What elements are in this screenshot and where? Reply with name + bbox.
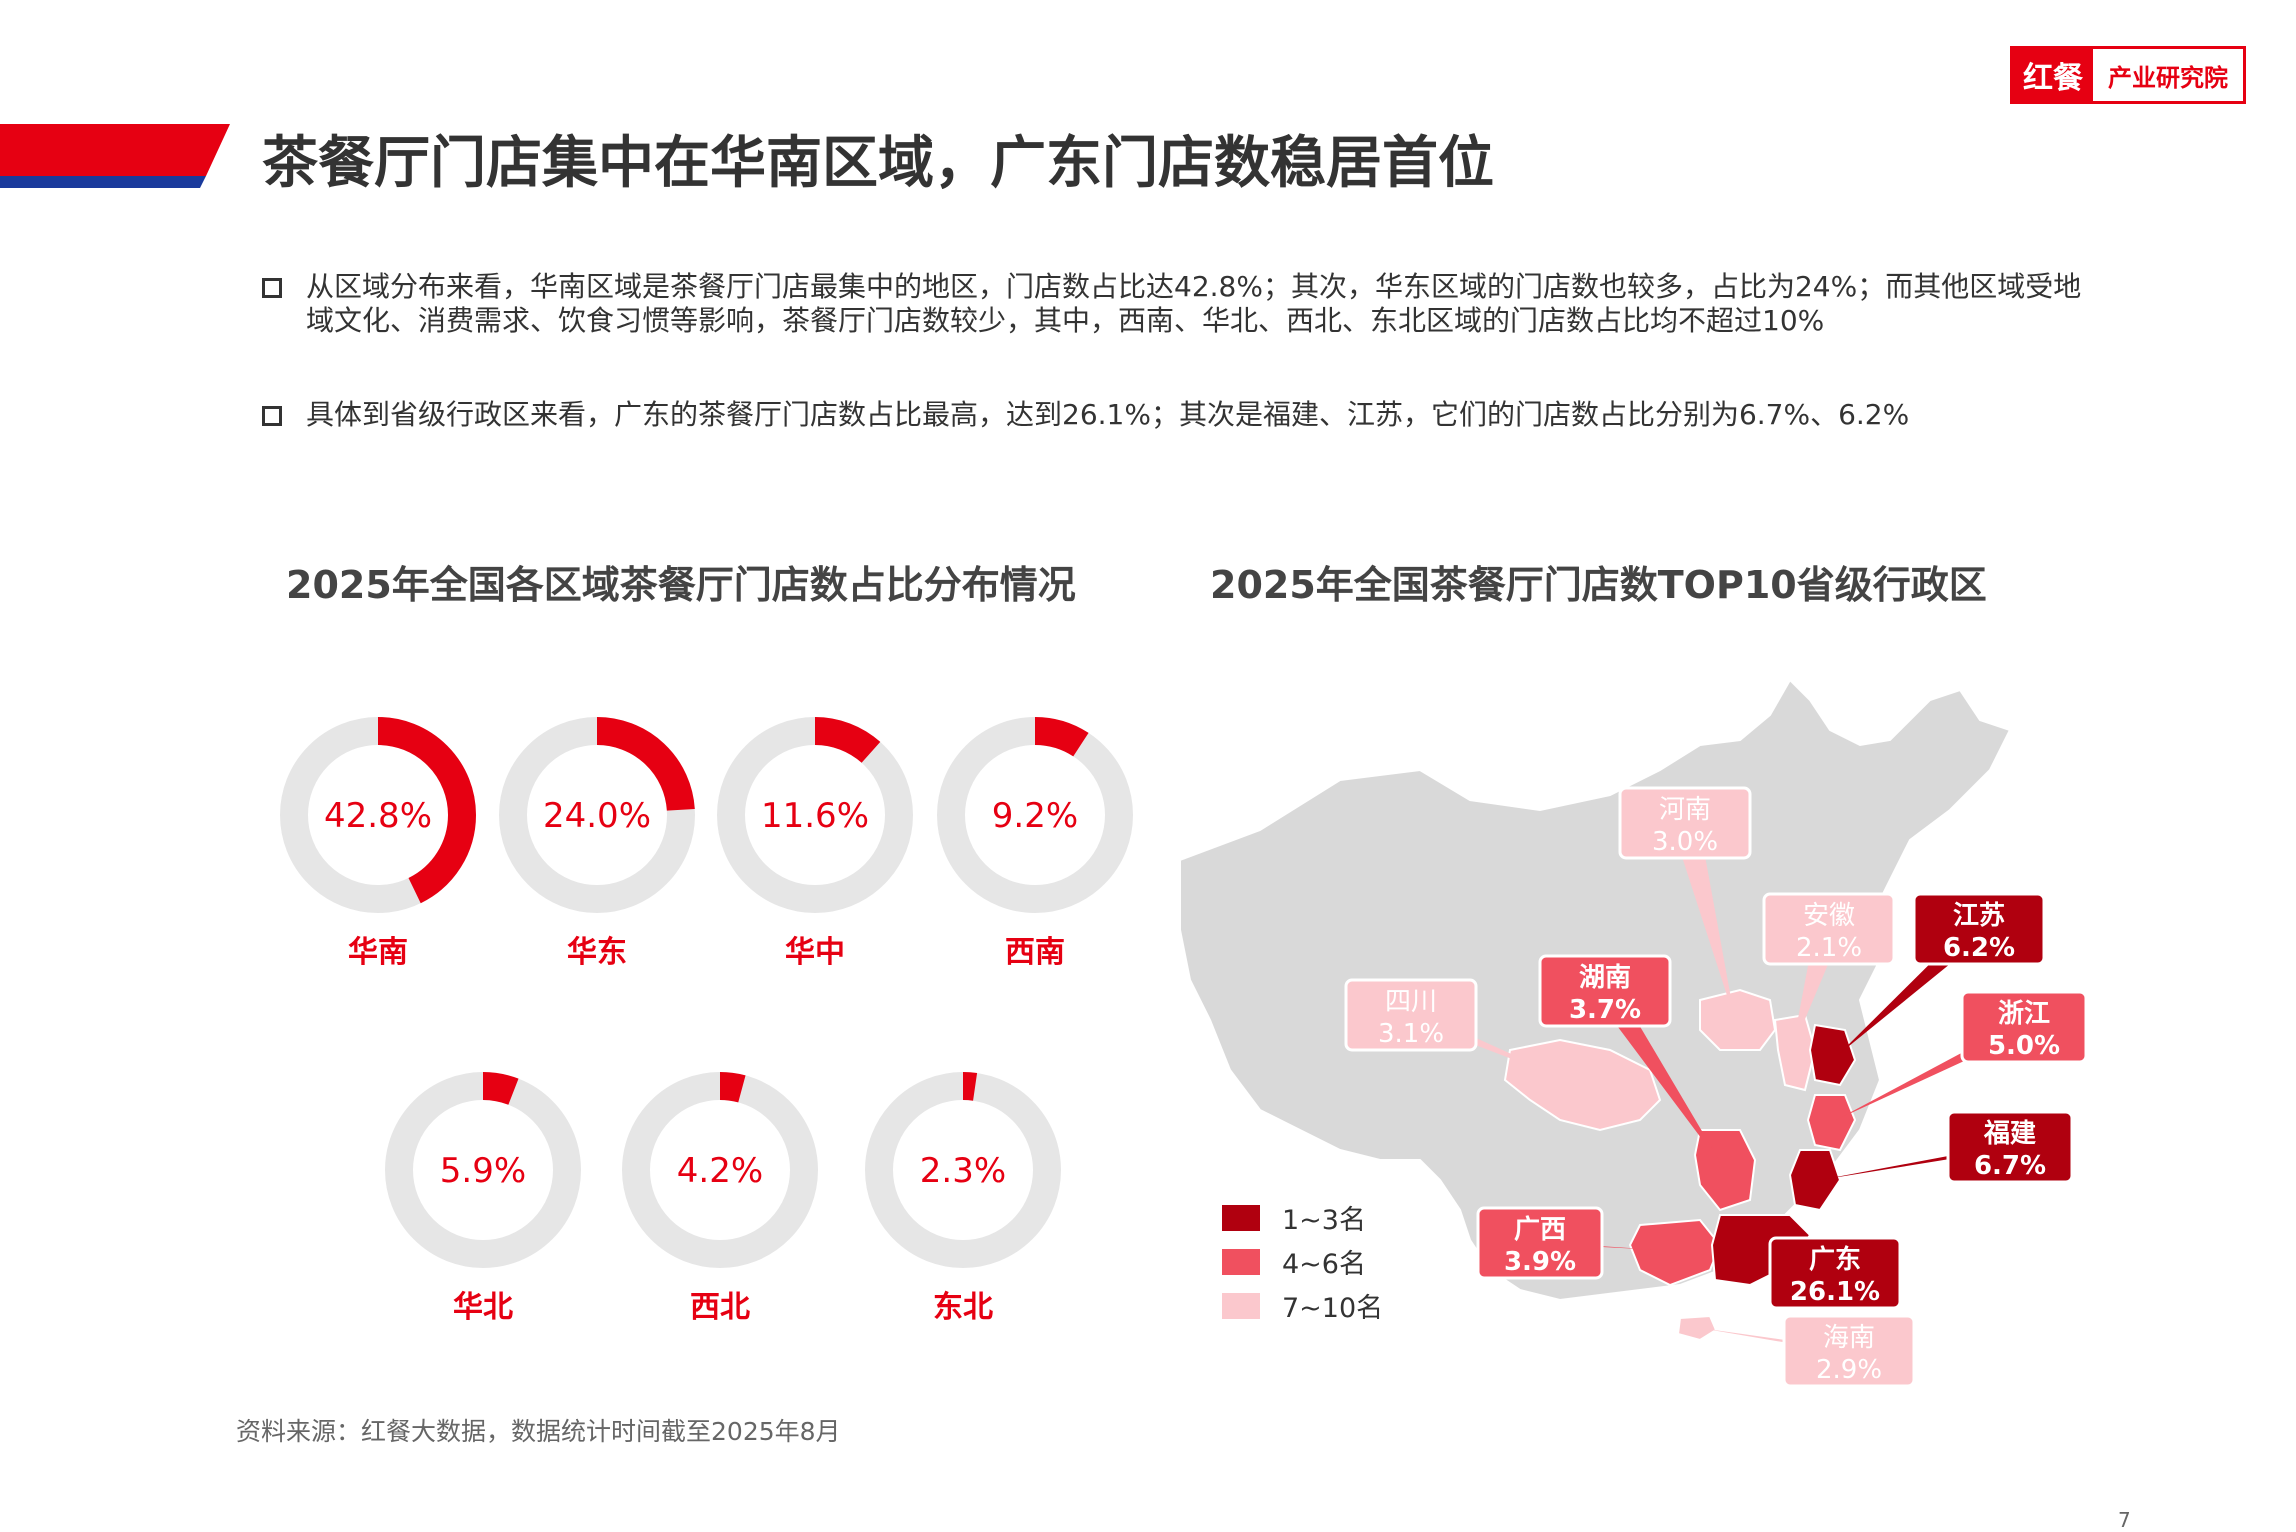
callout-box	[1946, 1110, 2074, 1184]
province-fujian	[1788, 1149, 1842, 1212]
legend-swatch	[1222, 1204, 1260, 1231]
ring-category-label: 华北	[453, 1290, 513, 1325]
province-map-title: 2025年全国茶餐厅门店数TOP10省级行政区	[1210, 563, 1987, 607]
legend-item: 7~10名	[1222, 1286, 1383, 1325]
callout-box	[1960, 990, 2088, 1064]
province-name: 海南	[1823, 1323, 1875, 1353]
province-value: 2.9%	[1816, 1355, 1882, 1385]
legend-label: 1~3名	[1282, 1205, 1366, 1236]
callout-8: 海南2.9%	[1700, 1314, 1916, 1388]
ring-value-arc-2	[717, 717, 913, 913]
province-name: 江苏	[1953, 901, 2005, 931]
legend-label: 4~6名	[1282, 1249, 1366, 1280]
province-name: 福建	[1983, 1119, 2036, 1149]
province-henan	[1699, 988, 1777, 1051]
legend-item: 4~6名	[1222, 1242, 1366, 1281]
ring-value-label: 11.6%	[761, 796, 869, 836]
bullet-square-icon	[262, 406, 282, 426]
province-value: 6.2%	[1943, 933, 2015, 963]
province-zhejiang	[1806, 1094, 1857, 1152]
callout-box	[1538, 954, 1672, 1028]
region-ring-charts: 42.8% 华南 24.0% 华东 11.6% 华中 9.2% 西南 5.9% 华北 4.2% 西北 2…	[280, 717, 1133, 1325]
callout-7: 河南3.0%	[1618, 786, 1752, 1020]
callout-4: 湖南3.7%	[1538, 954, 1725, 1170]
legend-item: 1~3名	[1222, 1198, 1366, 1237]
callout-box	[1476, 1206, 1604, 1280]
ring-value-label: 5.9%	[440, 1151, 526, 1191]
province-value: 3.1%	[1378, 1019, 1444, 1049]
province-value: 5.0%	[1988, 1031, 2060, 1061]
province-name: 广东	[1809, 1244, 1861, 1275]
province-value: 6.7%	[1974, 1151, 2046, 1181]
province-name: 广西	[1514, 1215, 1566, 1245]
bullet-point: 具体到省级行政区来看，广东的茶餐厅门店数占比最高，达到26.1%；其次是福建、江…	[262, 398, 2082, 432]
brand-mark: 红餐	[2013, 49, 2093, 101]
ring-category-label: 华南	[348, 935, 408, 970]
callout-1: 福建6.7%	[1820, 1110, 2074, 1184]
callout-box	[1768, 1236, 1902, 1310]
ring-value-label: 42.8%	[324, 796, 432, 836]
china-province-map: 广东26.1%福建6.7%江苏6.2%浙江5.0%湖南3.7%广西3.9%四川3…	[1179, 678, 2088, 1388]
ring-value-arc-5	[622, 1072, 818, 1268]
ring-category-label: 华东	[567, 935, 627, 970]
province-jiangsu	[1808, 1023, 1857, 1087]
province-value: 3.7%	[1569, 995, 1641, 1025]
callout-2: 江苏6.2%	[1838, 892, 2046, 1055]
page-number: 7	[2118, 1508, 2131, 1532]
ring-category-label: 东北	[933, 1290, 993, 1325]
callout-5: 广西3.9%	[1476, 1206, 1660, 1280]
ring-category-label: 华中	[785, 935, 845, 970]
province-name: 湖南	[1579, 963, 1631, 993]
province-sichuan	[1503, 1038, 1662, 1132]
callout-3: 浙江5.0%	[1836, 990, 2088, 1120]
ring-category-label: 西北	[690, 1290, 750, 1325]
legend-swatch	[1222, 1292, 1260, 1319]
page-title: 茶餐厅门店集中在华南区域，广东门店数稳居首位	[262, 131, 1494, 196]
callout-6: 四川3.1%	[1344, 978, 1580, 1085]
province-callouts: 广东26.1%福建6.7%江苏6.2%浙江5.0%湖南3.7%广西3.9%四川3…	[1344, 786, 2088, 1388]
ring-category-label: 西南	[1005, 935, 1065, 970]
province-name: 浙江	[1998, 999, 2050, 1029]
ring-value-arc-3	[937, 717, 1133, 913]
ring-value-label: 4.2%	[677, 1151, 763, 1191]
callout-9: 安徽2.1%	[1762, 892, 1896, 1050]
callout-box	[1912, 892, 2046, 966]
ring-value-arc-6	[865, 1072, 1061, 1268]
callout-pointer	[1671, 823, 1735, 1020]
province-name: 安徽	[1803, 901, 1855, 931]
brand-logo: 红餐 产业研究院	[2010, 46, 2246, 104]
legend-swatch	[1222, 1248, 1260, 1275]
brand-name: 产业研究院	[2108, 63, 2228, 92]
callout-pointer	[1591, 991, 1725, 1170]
ring-value-label: 24.0%	[543, 796, 651, 836]
callout-box	[1782, 1314, 1916, 1388]
bullet-square-icon	[262, 278, 282, 298]
province-value: 3.9%	[1504, 1247, 1576, 1277]
callout-box	[1344, 978, 1478, 1052]
callout-box	[1762, 892, 1896, 966]
title-accent-bar	[0, 124, 230, 188]
callout-box	[1618, 786, 1752, 860]
province-value: 3.0%	[1652, 827, 1718, 857]
province-value: 2.1%	[1796, 933, 1862, 963]
bullet-text: 具体到省级行政区来看，广东的茶餐厅门店数占比最高，达到26.1%；其次是福建、江…	[306, 398, 1910, 431]
ring-value-arc-1	[499, 717, 695, 913]
province-guangxi	[1628, 1218, 1722, 1287]
province-name: 河南	[1659, 795, 1711, 825]
source-note: 资料来源：红餐大数据，数据统计时间截至2025年8月	[236, 1417, 841, 1446]
legend-label: 7~10名	[1282, 1293, 1384, 1324]
ring-value-arc-4	[385, 1072, 581, 1268]
bullet-point: 从区域分布来看，华南区域是茶餐厅门店最集中的地区，门店数占比达42.8%；其次，…	[262, 270, 2082, 338]
ring-value-label: 9.2%	[992, 796, 1078, 836]
ring-value-arc-0	[280, 717, 476, 913]
region-chart-title: 2025年全国各区域茶餐厅门店数占比分布情况	[286, 563, 1076, 607]
province-hainan	[1676, 1314, 1718, 1342]
bullet-text: 从区域分布来看，华南区域是茶餐厅门店最集中的地区，门店数占比达42.8%；其次，…	[306, 270, 2082, 337]
ring-value-label: 2.3%	[920, 1151, 1006, 1191]
province-value: 26.1%	[1790, 1277, 1880, 1307]
province-name: 四川	[1385, 987, 1437, 1017]
